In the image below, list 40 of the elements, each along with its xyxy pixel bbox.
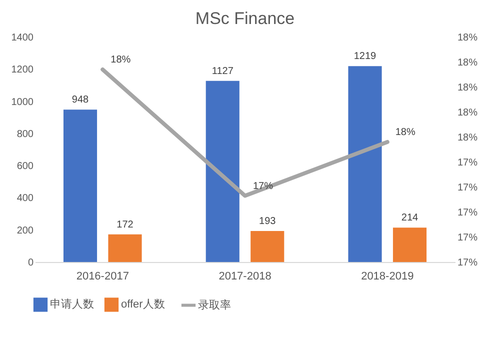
- chart-title: MSc Finance: [195, 9, 295, 28]
- y2-tick-label: 17%: [458, 158, 478, 168]
- y2-tick-label: 18%: [458, 58, 478, 68]
- data-label: 948: [72, 94, 90, 106]
- y-tick-label: 800: [16, 128, 34, 140]
- data-label: 214: [401, 212, 419, 224]
- y2-tick-label: 18%: [458, 32, 478, 44]
- y-tick-label: 400: [16, 193, 34, 204]
- x-tick-label: 2018-2019: [361, 270, 414, 282]
- data-label: 172: [116, 219, 134, 230]
- data-label: 1219: [354, 51, 377, 62]
- bar: [206, 80, 240, 262]
- y-tick-label: 1000: [11, 96, 34, 108]
- y2-tick-label: 18%: [458, 132, 478, 144]
- y2-tick-label: 17%: [458, 208, 478, 218]
- data-label: 18%: [110, 54, 131, 66]
- y2-tick-label: 18%: [458, 108, 478, 118]
- legend-label: 申请人数: [50, 298, 94, 311]
- y-tick-label: 600: [16, 161, 34, 172]
- x-tick-label: 2017-2018: [218, 270, 272, 282]
- data-label: 18%: [395, 127, 416, 138]
- y2-tick-label: 17%: [458, 182, 478, 194]
- y-tick-label: 1200: [11, 64, 34, 76]
- bar: [63, 110, 98, 262]
- data-label: 1127: [212, 66, 234, 77]
- y-tick-label: 200: [16, 225, 34, 236]
- y2-tick-label: 17%: [458, 258, 478, 268]
- x-tick-label: 2016-2017: [76, 270, 129, 282]
- y-tick-label: 1400: [11, 32, 34, 44]
- y2-tick-label: 18%: [458, 82, 478, 94]
- y-tick-label: 0: [28, 258, 34, 268]
- data-label: 17%: [253, 180, 274, 192]
- legend-label: offer人数: [121, 298, 165, 311]
- bar: [250, 230, 284, 262]
- legend-label: 录取率: [198, 298, 231, 312]
- bar: [392, 228, 427, 262]
- bar: [108, 234, 142, 262]
- data-label: 193: [259, 216, 276, 227]
- y2-tick-label: 17%: [458, 232, 478, 244]
- bar: [348, 66, 382, 262]
